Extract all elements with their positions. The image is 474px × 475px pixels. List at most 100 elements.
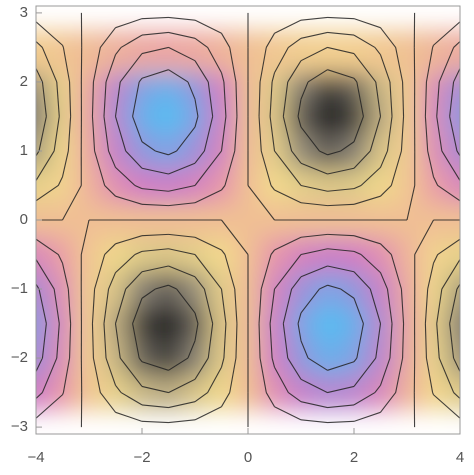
contour-line	[287, 60, 302, 83]
contour-line	[274, 254, 302, 290]
contour-line	[288, 37, 302, 48]
heat-cell	[181, 99, 209, 135]
heat-cell	[340, 133, 368, 169]
contour-line	[327, 167, 355, 175]
contour-line	[67, 288, 72, 324]
contour-line	[300, 248, 328, 256]
heat-cell	[75, 237, 103, 273]
contour-line	[36, 394, 63, 419]
heat-cell	[36, 133, 50, 169]
contour-line	[297, 116, 302, 128]
heat-cell	[49, 306, 77, 342]
contour-line	[247, 185, 275, 221]
contour-line	[36, 357, 43, 372]
contour-line	[456, 283, 460, 290]
contour-line	[115, 18, 143, 29]
contour-line	[271, 357, 276, 368]
contour-line	[438, 357, 455, 393]
heat-cell	[314, 99, 342, 135]
contour-line	[62, 357, 71, 393]
contour-line	[258, 116, 262, 152]
contour-line	[62, 47, 71, 83]
heat-cell	[393, 306, 421, 342]
contour-line	[327, 420, 355, 424]
contour-line	[168, 265, 196, 278]
contour-line	[432, 392, 435, 395]
contour-line	[194, 150, 222, 186]
contour-line	[380, 185, 392, 197]
contour-line	[327, 203, 355, 207]
contour-line	[327, 16, 355, 20]
contour-line	[221, 33, 231, 48]
contour-line	[327, 31, 355, 36]
heat-cell	[314, 237, 342, 273]
contour-line	[327, 233, 355, 237]
contour-line	[274, 367, 289, 393]
heat-cell	[340, 168, 368, 204]
contour-line	[438, 47, 455, 83]
heat-cell	[367, 168, 395, 204]
contour-line	[436, 323, 440, 359]
heat-cell	[102, 375, 130, 411]
contour-line	[269, 116, 276, 152]
heat-cell	[446, 99, 460, 135]
contour-line	[168, 378, 196, 394]
y-tick-label: −2	[11, 349, 28, 366]
heat-cell	[367, 271, 395, 307]
contour-line	[319, 284, 328, 290]
contour-line	[91, 116, 96, 152]
heat-cell	[75, 30, 103, 74]
contour-line	[187, 340, 196, 359]
contour-line	[108, 150, 117, 168]
contour-line	[221, 185, 226, 191]
x-tick-label: −4	[27, 449, 44, 466]
heat-cell	[208, 340, 236, 376]
contour-line	[114, 323, 121, 359]
contour-line	[353, 150, 371, 169]
contour-line	[99, 392, 116, 413]
contour-line	[291, 276, 302, 290]
contour-line	[379, 357, 391, 386]
contour-line	[437, 185, 460, 202]
contour-line	[425, 357, 434, 393]
heat-cell	[420, 375, 448, 411]
contour-line	[300, 16, 328, 21]
heat-cell	[367, 237, 395, 273]
y-tick-label: −3	[11, 418, 28, 435]
contour-line	[300, 184, 328, 192]
x-tick-label: 2	[350, 449, 358, 466]
x-tick-label: 0	[244, 449, 252, 466]
contour-line	[36, 41, 43, 48]
contour-line	[220, 357, 225, 368]
contour-line	[194, 37, 208, 48]
contour-line	[353, 53, 377, 83]
heat-cell	[261, 340, 289, 376]
heat-cell	[287, 340, 315, 376]
contour-line	[380, 392, 397, 413]
contour-line	[41, 47, 58, 83]
contour-line	[187, 81, 196, 100]
contour-line	[168, 184, 196, 192]
contour-line	[414, 219, 434, 255]
contour-line	[67, 116, 72, 152]
contour-line	[389, 323, 393, 359]
contour-line	[104, 185, 116, 197]
contour-line	[168, 357, 189, 371]
contour-line	[274, 19, 302, 34]
contour-line	[386, 116, 393, 152]
contour-line	[94, 254, 106, 290]
contour-line	[168, 284, 177, 290]
contour-line	[395, 357, 404, 393]
heat-cell	[75, 306, 103, 342]
heat-cell	[446, 271, 460, 307]
heat-cell	[314, 271, 342, 307]
heat-cell	[75, 99, 103, 135]
contour-line	[265, 33, 275, 48]
contour-line	[168, 16, 196, 21]
contour-line	[374, 47, 381, 56]
contour-line	[353, 235, 381, 245]
contour-line	[453, 68, 460, 83]
contour-line	[115, 254, 136, 273]
heat-cell	[102, 168, 130, 204]
contour-line	[168, 202, 196, 207]
